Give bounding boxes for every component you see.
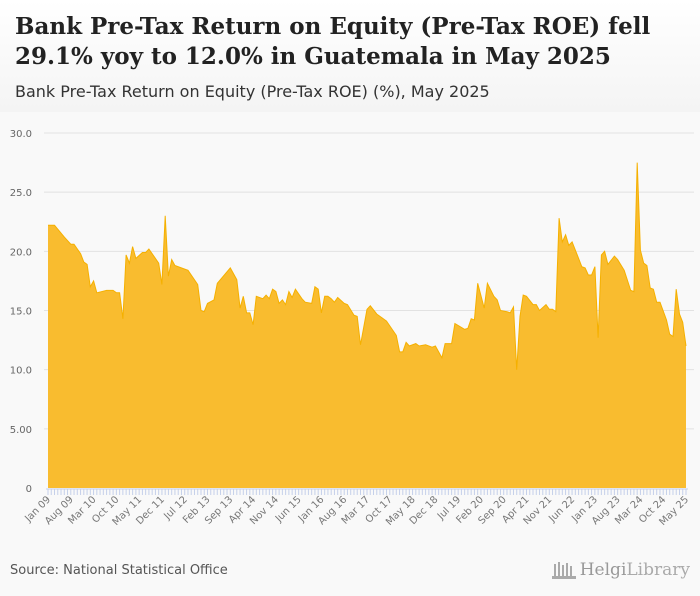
y-tick-label: 25.0 xyxy=(10,188,32,199)
logo-text: HelgiLibrary xyxy=(579,560,690,580)
area-fill xyxy=(48,162,686,488)
y-axis: 0 5.00 10.0 15.0 20.0 25.0 30.0 xyxy=(10,129,32,495)
chart-title: Bank Pre-Tax Return on Equity (Pre-Tax R… xyxy=(15,13,651,70)
helgi-library-logo[interactable]: HelgiLibrary xyxy=(551,560,690,580)
y-tick-label: 10.0 xyxy=(10,366,32,377)
source-note: Source: National Statistical Office xyxy=(10,563,228,578)
y-tick-label: 0 xyxy=(26,484,32,495)
y-tick-label: 15.0 xyxy=(10,307,32,318)
data-area xyxy=(48,162,687,488)
library-building-icon xyxy=(551,562,576,579)
chart-subtitle: Bank Pre-Tax Return on Equity (Pre-Tax R… xyxy=(15,82,490,101)
y-tick-label: 30.0 xyxy=(10,129,32,140)
series-line xyxy=(48,162,687,370)
chart-header: Bank Pre-Tax Return on Equity (Pre-Tax R… xyxy=(0,0,700,112)
y-tick-label: 5.00 xyxy=(10,425,32,436)
y-tick-label: 20.0 xyxy=(10,247,32,258)
